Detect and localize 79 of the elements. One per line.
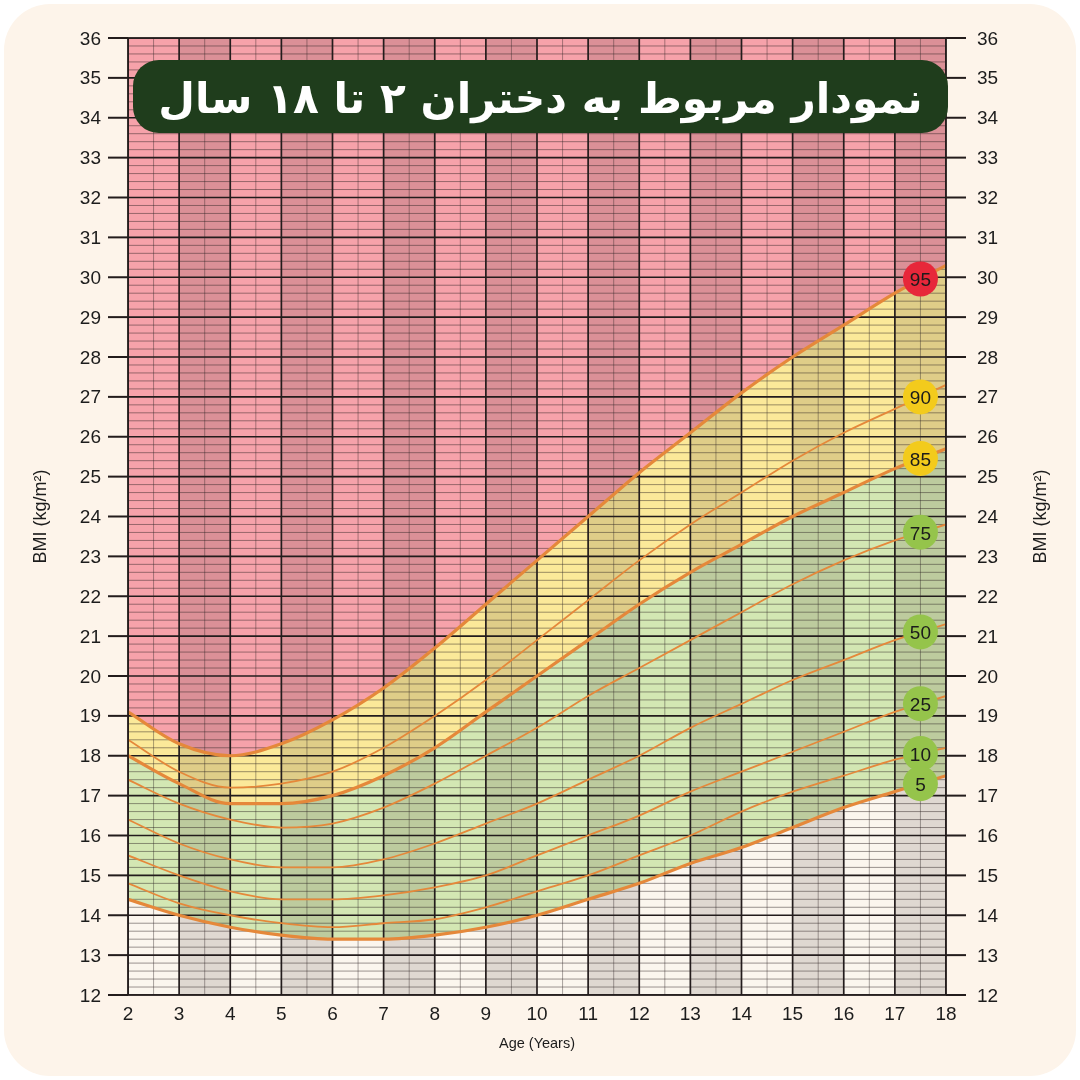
series-label: 50	[909, 622, 932, 644]
y2-tick-label: 15	[977, 864, 999, 886]
y2-tick-label: 31	[977, 226, 999, 248]
x-tick-label: 8	[429, 1002, 441, 1024]
x-axis-title: Age (Years)	[498, 1035, 576, 1051]
y-tick-label: 17	[79, 785, 101, 807]
x-tick-label: 4	[224, 1002, 236, 1024]
series-label: 75	[909, 522, 932, 544]
x-tick-label: 16	[833, 1002, 855, 1024]
x-tick-label: 17	[884, 1002, 906, 1024]
y-tick-label: 20	[79, 665, 101, 687]
series-label: 25	[909, 694, 932, 716]
y2-tick-label: 18	[977, 745, 999, 767]
y-tick-label: 14	[79, 904, 102, 926]
y-tick-label: 24	[79, 506, 102, 527]
y-tick-label: 21	[79, 625, 101, 647]
y2-tick-label: 27	[977, 386, 999, 408]
y2-axis-title: BMI (kg/m²)	[1030, 469, 1050, 564]
y2-tick-label: 33	[977, 147, 999, 169]
x-tick-label: 15	[782, 1002, 804, 1024]
y2-tick-label: 19	[977, 705, 999, 727]
y2-tick-label: 21	[977, 625, 999, 647]
y2-tick-label: 34	[977, 107, 999, 129]
x-tick-label: 9	[480, 1002, 492, 1024]
x-tick-label: 12	[628, 1002, 650, 1024]
y2-tick-label: 12	[977, 984, 999, 1006]
y-tick-label: 26	[79, 426, 101, 448]
x-tick-label: 10	[526, 1002, 548, 1024]
x-tick-label: 11	[578, 1002, 598, 1024]
y-tick-label: 25	[79, 466, 101, 488]
y2-tick-label: 14	[977, 904, 999, 926]
y-axis-title: BMI (kg/m²)	[30, 469, 50, 564]
y-tick-label: 15	[79, 864, 101, 886]
y2-tick-label: 29	[977, 306, 999, 328]
series-label: 95	[909, 269, 932, 291]
series-label: 85	[909, 448, 932, 470]
y-tick-label: 29	[79, 306, 101, 328]
y-tick-label: 16	[79, 825, 101, 846]
y-tick-label: 35	[79, 67, 101, 89]
x-tick-label: 7	[378, 1002, 389, 1024]
y2-tick-label: 36	[977, 27, 999, 49]
y2-tick-label: 25	[977, 466, 999, 488]
series-label: 10	[909, 744, 932, 766]
y-tick-label: 32	[79, 187, 101, 208]
x-tick-label: 5	[276, 1002, 287, 1024]
y-tick-label: 33	[79, 147, 101, 169]
y2-tick-label: 17	[977, 785, 999, 807]
y-tick-label: 34	[79, 107, 102, 129]
y-tick-label: 18	[79, 745, 101, 767]
y2-tick-label: 23	[977, 545, 999, 567]
text: نمودار مربوط به دختران ۲ تا ۱۸ سال	[158, 74, 923, 124]
y-tick-label: 12	[79, 984, 101, 1006]
y2-tick-label: 35	[977, 67, 999, 89]
y2-tick-label: 22	[977, 585, 999, 607]
y-tick-label: 13	[79, 944, 101, 966]
y2-tick-label: 24	[977, 506, 999, 527]
y2-tick-label: 20	[977, 665, 999, 687]
y2-tick-label: 26	[977, 426, 999, 448]
y-tick-label: 27	[79, 386, 101, 408]
x-tick-label: 3	[173, 1002, 185, 1024]
x-tick-label: 18	[935, 1002, 957, 1024]
y2-tick-label: 16	[977, 825, 999, 846]
y2-tick-label: 32	[977, 187, 999, 208]
y-tick-label: 28	[79, 346, 101, 368]
x-tick-label: 2	[122, 1002, 134, 1024]
y2-tick-label: 13	[977, 944, 999, 966]
x-tick-label: 13	[679, 1002, 701, 1024]
y-tick-label: 31	[79, 226, 101, 248]
series-label: 90	[909, 387, 932, 409]
y-tick-label: 19	[79, 705, 101, 727]
y2-tick-label: 28	[977, 346, 999, 368]
y-tick-label: 22	[79, 585, 101, 607]
y-tick-label: 23	[79, 545, 101, 567]
x-tick-label: 14	[730, 1002, 753, 1024]
y-tick-label: 36	[79, 27, 101, 49]
series-label: 5	[915, 774, 926, 796]
x-tick-label: 6	[327, 1002, 338, 1024]
y2-tick-label: 30	[977, 266, 999, 288]
y-tick-label: 30	[79, 266, 101, 288]
